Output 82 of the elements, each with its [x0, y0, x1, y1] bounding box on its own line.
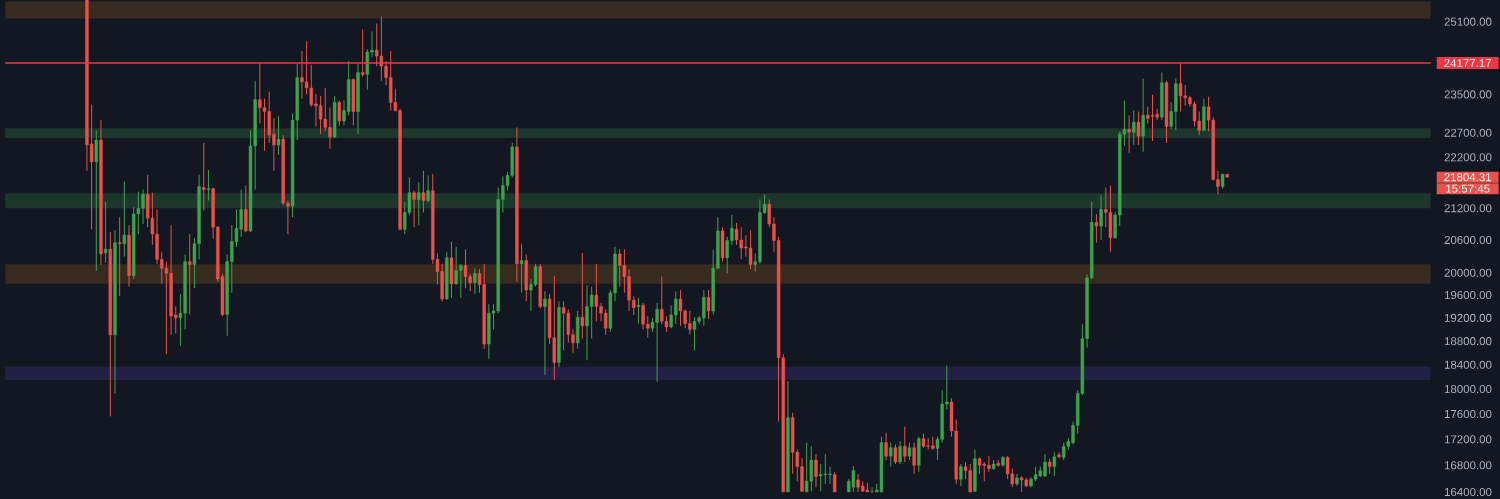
candlestick	[893, 443, 898, 465]
candlestick	[202, 142, 206, 211]
y-tick-label: 21200.00	[1444, 204, 1492, 213]
y-tick-label: 22200.00	[1444, 153, 1492, 162]
candlestick	[1178, 62, 1183, 112]
candlestick	[594, 263, 599, 322]
ref-line-label: 24177.17	[1444, 59, 1492, 68]
candlestick	[543, 290, 547, 376]
candlestick	[889, 442, 893, 468]
y-tick-label: 20000.00	[1444, 268, 1492, 277]
candlestick	[276, 115, 281, 156]
candlestick	[748, 229, 753, 270]
candlestick	[375, 22, 379, 67]
candlestick	[1057, 451, 1061, 459]
candlestick	[804, 442, 809, 493]
candlestick	[463, 248, 468, 289]
candlestick	[318, 95, 323, 135]
y-tick-label: 19600.00	[1444, 290, 1492, 300]
candlestick	[206, 169, 211, 201]
y-tick-label: 20600.00	[1444, 235, 1492, 245]
candlestick	[580, 252, 585, 340]
candlestick	[94, 129, 98, 272]
candlestick	[1192, 100, 1197, 127]
candlestick	[1132, 110, 1136, 146]
candlestick	[823, 453, 828, 485]
y-tick-label: 18000.00	[1444, 384, 1492, 394]
candlestick	[244, 185, 248, 233]
candlestick	[618, 248, 622, 288]
y-tick-label: 22700.00	[1444, 128, 1492, 137]
candlestick	[603, 308, 608, 336]
candlestick	[426, 174, 430, 203]
y-tick-label: 17600.00	[1444, 409, 1492, 418]
candlestick	[851, 465, 856, 493]
y-tick-label: 17200.00	[1444, 435, 1492, 444]
candlestick	[412, 190, 416, 228]
candlestick	[188, 233, 192, 315]
candlestick	[678, 289, 683, 327]
candlestick	[519, 243, 524, 294]
candlestick	[122, 180, 127, 258]
candlestick	[1052, 451, 1057, 477]
candlestick	[903, 426, 907, 463]
candlestick	[589, 286, 594, 340]
candlestick	[1141, 78, 1145, 153]
y-tick-label: 16800.00	[1444, 461, 1492, 470]
candlestick	[884, 432, 888, 461]
y-tick-label: 23500.00	[1444, 90, 1492, 99]
candlestick	[103, 200, 108, 264]
y-tick-label: 19200.00	[1444, 313, 1492, 322]
candlestick	[734, 222, 739, 246]
candlestick	[814, 453, 818, 488]
y-tick-label: 25100.00	[1444, 17, 1492, 26]
candlestick	[1127, 114, 1131, 154]
y-tick-label: 16400.00	[1444, 487, 1492, 496]
candlestick	[561, 300, 566, 352]
candlestick	[337, 100, 342, 126]
candlestick	[417, 181, 421, 226]
y-tick-label: 18400.00	[1444, 360, 1492, 369]
candlestick	[566, 308, 571, 344]
candlestick	[379, 15, 384, 82]
candlestick	[164, 261, 169, 355]
candlestick	[1099, 194, 1103, 241]
candlestick	[832, 471, 837, 493]
candlestick	[959, 463, 963, 487]
candlestick	[1094, 213, 1099, 244]
candlestick	[1202, 98, 1206, 132]
candlestick	[365, 48, 370, 91]
text: 15:57:45	[1446, 184, 1490, 193]
candlestick	[898, 440, 902, 465]
candlestick	[809, 445, 814, 492]
candlestick	[473, 267, 477, 295]
candlestick	[818, 463, 823, 492]
candlestick	[421, 170, 426, 213]
candlestick	[912, 442, 916, 475]
candlestick	[636, 297, 641, 325]
candlestick	[692, 316, 697, 352]
candlestick	[706, 289, 711, 320]
y-tick-label: 18800.00	[1444, 337, 1492, 346]
candlestick	[1150, 94, 1155, 142]
candlestick	[1136, 110, 1141, 146]
candlestick	[360, 28, 365, 78]
text: 21804.31	[1444, 173, 1492, 182]
candlestick	[117, 216, 122, 297]
